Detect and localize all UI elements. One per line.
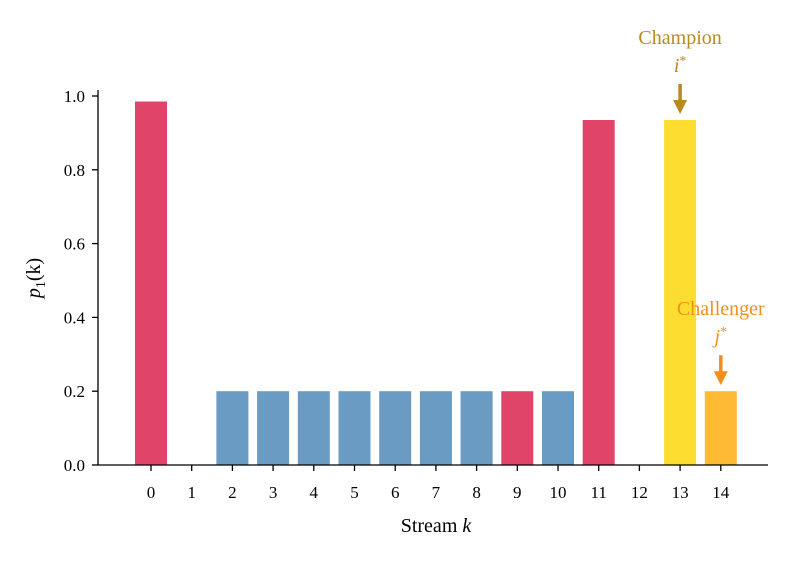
y-tick-label-1.0: 1.0: [64, 87, 85, 106]
x-tick-label-11: 11: [591, 483, 607, 502]
x-tick-label-9: 9: [513, 483, 522, 502]
bar-2: [216, 391, 249, 465]
bar-10: [542, 391, 574, 465]
y-tick-label-0.4: 0.4: [64, 308, 86, 327]
x-axis-title-var: k: [462, 515, 472, 537]
x-axis-title: Stream k: [401, 515, 473, 537]
bar-8: [460, 391, 493, 465]
y-axis-title-sub: 1: [34, 281, 49, 288]
x-tick-label-7: 7: [432, 483, 441, 502]
y-axis-title: p1(k): [23, 258, 49, 300]
y-axis-title-var: p: [23, 288, 45, 300]
bar-11: [582, 120, 615, 465]
bar-4: [297, 391, 330, 465]
x-tick-label-6: 6: [391, 483, 400, 502]
y-tick-label-0.6: 0.6: [64, 235, 85, 254]
champion-symbol: i*: [674, 54, 687, 77]
bar-13: [664, 120, 697, 465]
y-axis: 0.0 0.2 0.4 0.6 0.8 1.0: [64, 87, 99, 475]
x-tick-label-0: 0: [147, 483, 156, 502]
challenger-label: Challenger: [677, 298, 765, 320]
y-tick-label-0.2: 0.2: [64, 382, 85, 401]
bar-3: [257, 391, 290, 465]
x-tick-label-4: 4: [310, 483, 319, 502]
x-axis: 0 1 2 3 4 5 6 7 8 9 10 11 12 13 14: [98, 464, 768, 502]
x-tick-label-10: 10: [550, 483, 567, 502]
y-tick-label-0.0: 0.0: [64, 456, 85, 475]
x-tick-label-8: 8: [472, 483, 481, 502]
y-axis-title-arg: (k): [23, 258, 45, 281]
annotations: Champion i* Challenger j*: [638, 27, 765, 386]
bar-6: [379, 391, 412, 465]
challenger-symbol: j*: [712, 325, 728, 348]
x-axis-title-text: Stream: [401, 515, 458, 537]
x-tick-label-5: 5: [350, 483, 359, 502]
bar-0: [135, 101, 167, 465]
bars-group: [135, 101, 737, 465]
x-tick-label-1: 1: [187, 483, 196, 502]
x-tick-label-14: 14: [712, 483, 730, 502]
y-tick-label-0.8: 0.8: [64, 161, 85, 180]
champion-label: Champion: [638, 27, 721, 49]
bar-9: [501, 391, 534, 465]
x-tick-label-13: 13: [672, 483, 689, 502]
x-tick-label-2: 2: [228, 483, 237, 502]
bar-14: [704, 391, 737, 465]
x-tick-label-3: 3: [269, 483, 278, 502]
bar-7: [419, 391, 452, 465]
x-tick-label-12: 12: [631, 483, 648, 502]
bar-5: [338, 391, 371, 465]
